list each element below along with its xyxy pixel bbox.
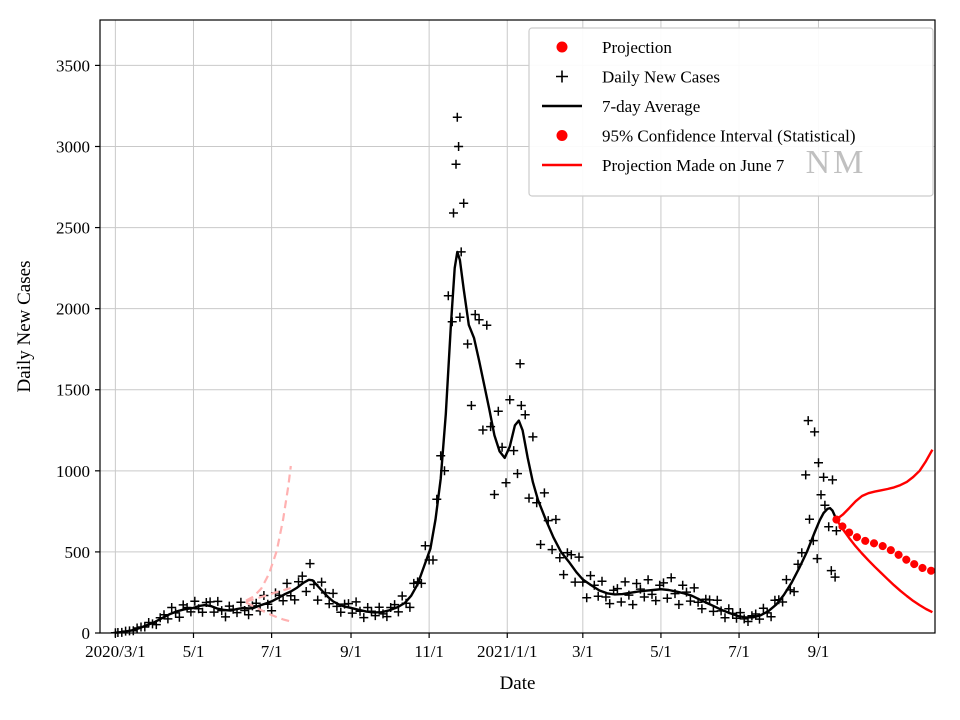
x-tick-label: 11/1 (414, 642, 444, 661)
y-tick-label: 3500 (56, 56, 90, 75)
x-tick-label: 7/1 (261, 642, 283, 661)
y-tick-label: 2000 (56, 300, 90, 319)
legend-label: Projection Made on June 7 (602, 156, 785, 175)
legend-entry-daily-new-cases: Daily New Cases (556, 68, 720, 87)
x-tick-label: 5/1 (183, 642, 205, 661)
legend-label: Projection (602, 38, 672, 57)
y-tick-label: 2500 (56, 219, 90, 238)
legend-dot-marker (556, 130, 568, 141)
x-tick-label: 9/1 (340, 642, 362, 661)
y-tick-label: 500 (65, 543, 91, 562)
legend-entry-projection-made-on-june-7: Projection Made on June 7 (542, 156, 785, 175)
legend: Projection Daily New Cases 7-day Average 95… (528, 27, 934, 197)
x-axis-label: Date (500, 673, 536, 694)
series-projection-made-on-june-7-median (245, 586, 292, 603)
x-tick-label: 7/1 (728, 642, 750, 661)
legend-plus-marker (556, 70, 568, 83)
y-tick-label: 0 (82, 624, 91, 643)
legend-entry-projection: Projection (556, 38, 672, 57)
x-tick-label: 5/1 (650, 642, 672, 661)
legend-entry-95-confidence-interval-statistical: 95% Confidence Interval (Statistical) (556, 127, 856, 146)
x-tick-label: 9/1 (808, 642, 830, 661)
series-95-confidence-interval-lower (835, 518, 933, 614)
x-tick-label: 3/1 (572, 642, 594, 661)
x-tick-label: 2020/3/1 (85, 642, 145, 661)
legend-label: 95% Confidence Interval (Statistical) (602, 127, 856, 146)
legend-frame (528, 27, 934, 197)
legend-label: 7-day Average (602, 97, 700, 116)
series-projection (832, 515, 937, 576)
y-tick-label: 3000 (56, 137, 90, 156)
y-tick-label: 1500 (56, 381, 90, 400)
y-tick-label: 1000 (56, 462, 90, 481)
legend-dot-marker (556, 41, 568, 53)
y-axis-label: Daily New Cases (14, 261, 35, 393)
legend-label: Daily New Cases (602, 68, 720, 87)
plot-border (99, 19, 936, 634)
series-projection-made-on-june-7-upper-bound (245, 465, 292, 602)
watermark: NM (806, 144, 867, 181)
legend-entry-7-day-average: 7-day Average (542, 97, 700, 116)
series-projection-made-on-june-7-lower-bound (245, 601, 292, 623)
x-tick-label: 2021/1/1 (477, 642, 537, 661)
series-7-day-average (115, 250, 838, 634)
series-95-confidence-interval-upper (835, 449, 934, 521)
